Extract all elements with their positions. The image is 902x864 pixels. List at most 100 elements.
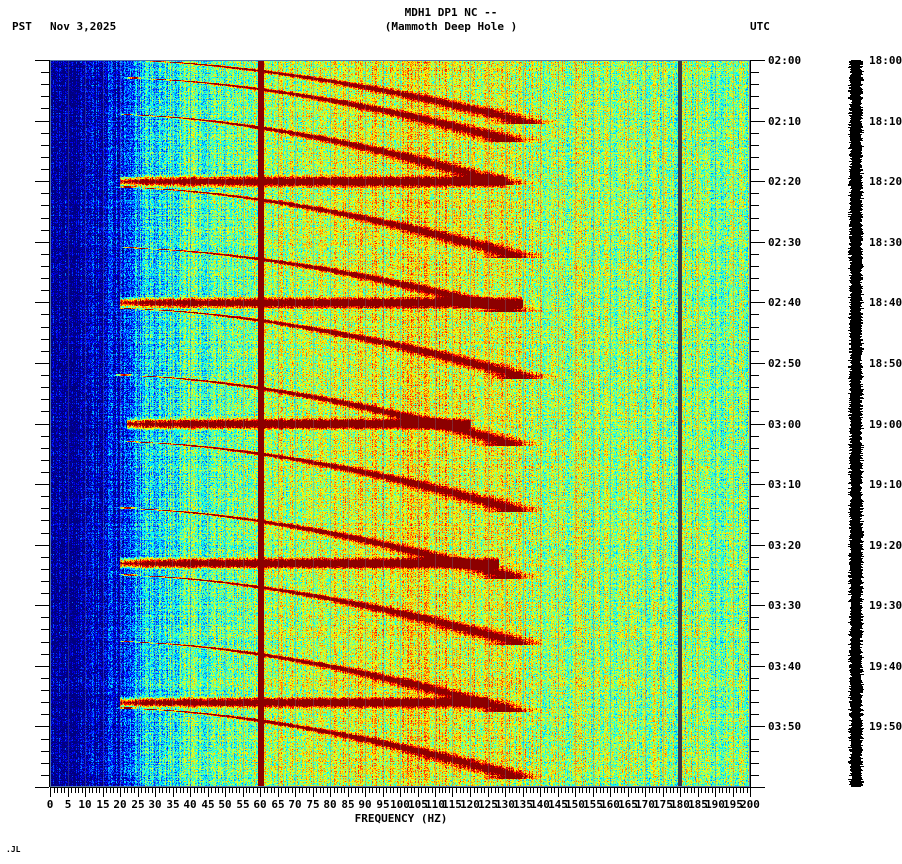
freq-tick-minor: [309, 788, 310, 793]
left-tick-minor: [41, 218, 49, 219]
freq-tick-major: [575, 788, 576, 797]
freq-tick-minor: [341, 788, 342, 793]
left-tick-minor: [41, 254, 49, 255]
freq-label: 190: [705, 798, 725, 811]
left-time-label: 19:30: [869, 599, 902, 612]
right-tick-minor: [751, 508, 759, 509]
left-tick-minor: [41, 557, 49, 558]
freq-tick-minor: [376, 788, 377, 793]
freq-tick-minor: [519, 788, 520, 793]
right-tick-minor: [751, 642, 759, 643]
right-tick-minor: [751, 157, 759, 158]
freq-tick-minor: [187, 788, 188, 793]
freq-tick-major: [593, 788, 594, 797]
freq-tick-major: [173, 788, 174, 797]
right-tick-minor: [751, 460, 759, 461]
freq-tick-minor: [302, 788, 303, 793]
freq-tick-minor: [736, 788, 737, 793]
right-tick-major: [751, 302, 765, 303]
freq-tick-minor: [747, 788, 748, 793]
freq-tick-minor: [502, 788, 503, 793]
freq-label: 195: [723, 798, 743, 811]
left-tick-major: [35, 363, 49, 364]
freq-tick-minor: [589, 788, 590, 793]
right-tick-major: [751, 424, 765, 425]
freq-tick-minor: [281, 788, 282, 793]
freq-tick-minor: [327, 788, 328, 793]
right-tick-minor: [751, 96, 759, 97]
freq-label: 170: [635, 798, 655, 811]
freq-tick-minor: [652, 788, 653, 793]
left-tick-minor: [41, 157, 49, 158]
left-time-label: 19:50: [869, 720, 902, 733]
right-time-label: 03:20: [768, 539, 802, 552]
left-tick-minor: [41, 448, 49, 449]
right-time-label: 02:00: [768, 54, 802, 67]
freq-tick-minor: [249, 788, 250, 793]
freq-tick-minor: [407, 788, 408, 793]
right-tick-minor: [751, 230, 759, 231]
left-time-label: 18:20: [869, 175, 902, 188]
right-tick-minor: [751, 314, 759, 315]
right-tick-major: [751, 787, 765, 788]
left-tick-minor: [41, 375, 49, 376]
right-tick-minor: [751, 108, 759, 109]
right-tick-minor: [751, 436, 759, 437]
freq-tick-minor: [369, 788, 370, 793]
right-tick-major: [751, 181, 765, 182]
freq-tick-minor: [708, 788, 709, 793]
left-tick-minor: [41, 472, 49, 473]
right-tick-minor: [751, 690, 759, 691]
right-tick-minor: [751, 581, 759, 582]
freq-label: 30: [148, 798, 162, 811]
freq-tick-minor: [78, 788, 79, 793]
right-tick-minor: [751, 763, 759, 764]
right-tick-minor: [751, 266, 759, 267]
left-tick-major: [35, 181, 49, 182]
left-time-label: 19:20: [869, 539, 902, 552]
freq-tick-minor: [603, 788, 604, 793]
freq-tick-minor: [495, 788, 496, 793]
freq-tick-minor: [148, 788, 149, 793]
right-tick-minor: [751, 205, 759, 206]
right-time-label: 03:30: [768, 599, 802, 612]
freq-tick-minor: [113, 788, 114, 793]
left-tick-minor: [41, 84, 49, 85]
freq-tick-minor: [404, 788, 405, 793]
left-tick-minor: [41, 436, 49, 437]
freq-tick-minor: [554, 788, 555, 793]
freq-label: 10: [78, 798, 92, 811]
right-tick-minor: [751, 448, 759, 449]
freq-tick-minor: [218, 788, 219, 793]
freq-tick-minor: [481, 788, 482, 793]
freq-tick-minor: [673, 788, 674, 793]
freq-tick-minor: [445, 788, 446, 793]
freq-tick-minor: [705, 788, 706, 793]
left-tick-minor: [41, 642, 49, 643]
freq-label: 145: [548, 798, 568, 811]
freq-label: 0: [46, 798, 54, 811]
freq-tick-minor: [526, 788, 527, 793]
freq-tick-minor: [586, 788, 587, 793]
freq-tick-minor: [600, 788, 601, 793]
freq-tick-minor: [159, 788, 160, 793]
right-tick-minor: [751, 290, 759, 291]
freq-tick-minor: [166, 788, 167, 793]
freq-label: 40: [183, 798, 197, 811]
freq-tick-minor: [484, 788, 485, 793]
left-tick-minor: [41, 278, 49, 279]
freq-tick-minor: [222, 788, 223, 793]
right-time-axis: [750, 60, 751, 787]
freq-label: 90: [358, 798, 372, 811]
left-tick-minor: [41, 533, 49, 534]
right-time-label: 03:10: [768, 478, 802, 491]
right-tick-minor: [751, 751, 759, 752]
freq-tick-major: [523, 788, 524, 797]
freq-label: 105: [408, 798, 428, 811]
freq-tick-major: [365, 788, 366, 797]
right-time-label: 02:50: [768, 357, 802, 370]
left-time-label: 19:10: [869, 478, 902, 491]
freq-tick-minor: [740, 788, 741, 793]
freq-label: 15: [96, 798, 110, 811]
freq-tick-minor: [694, 788, 695, 793]
